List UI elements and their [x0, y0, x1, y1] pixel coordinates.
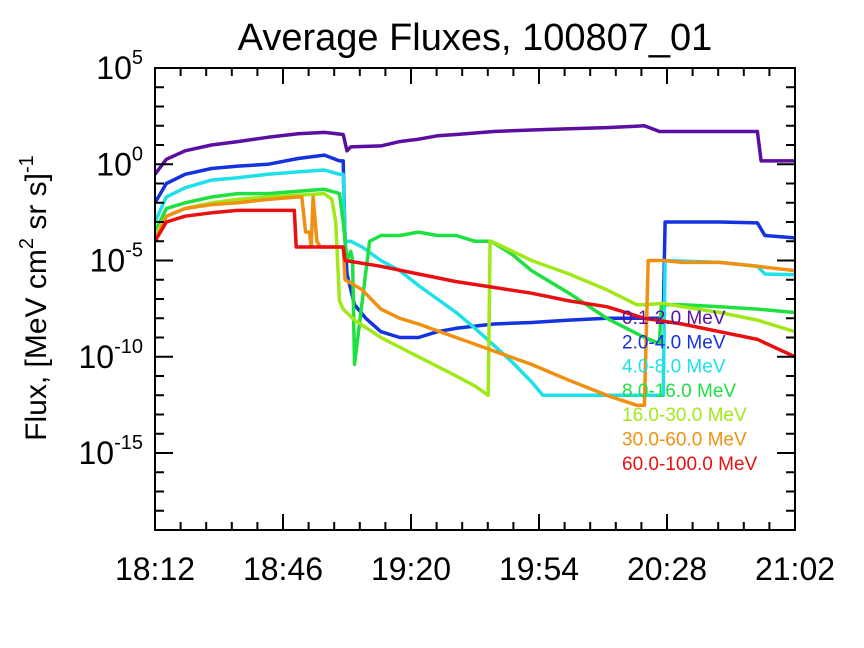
legend-entry-4: 16.0-30.0 MeV: [622, 405, 747, 426]
series-layer: [155, 124, 795, 408]
y-tick-label: 10-15: [79, 432, 144, 471]
legend-entry-6: 60.0-100.0 MeV: [622, 454, 758, 475]
chart-title: Average Fluxes, 100807_01: [238, 17, 713, 59]
ylabel-sup2: -1: [16, 155, 38, 173]
legend: 0.1-2.0 MeV 2.0-4.0 MeV 4.0-8.0 MeV 8.0-16.…: [622, 308, 758, 475]
x-tick-label: 18:12: [115, 551, 195, 587]
series-line-0: [155, 124, 795, 176]
x-tick-label: 19:54: [499, 551, 579, 587]
series-line-3: [155, 187, 795, 367]
axes-layer: 18:12 18:46 19:20 19:54 20:28 21:02 105 100 10-5…: [79, 47, 836, 587]
legend-entry-3: 8.0-16.0 MeV: [622, 381, 736, 402]
legend-entry-1: 2.0-4.0 MeV: [622, 332, 726, 353]
y-tick-label: 105: [96, 47, 143, 86]
x-tick-label: 20:28: [627, 551, 707, 587]
ylabel-mid: sr s]: [20, 173, 53, 238]
y-tick-label: 10-5: [90, 240, 143, 279]
svg-text:Flux, [MeV cm2 sr s]-1: Flux, [MeV cm2 sr s]-1: [16, 155, 53, 441]
legend-entry-2: 4.0-8.0 MeV: [622, 357, 726, 378]
x-tick-label: 18:46: [243, 551, 323, 587]
ylabel-main: Flux, [MeV cm: [20, 249, 53, 441]
series-line-6: [155, 208, 795, 359]
y-tick-label: 100: [96, 143, 143, 182]
series-line-5: [155, 195, 795, 408]
series-line-4: [155, 191, 795, 398]
x-tick-label: 19:20: [371, 551, 451, 587]
x-tick-label: 21:02: [755, 551, 835, 587]
y-tick-label: 10-10: [79, 336, 144, 375]
ylabel-sup1: 2: [16, 238, 38, 249]
legend-entry-5: 30.0-60.0 MeV: [622, 430, 747, 451]
series-line-2: [155, 168, 795, 398]
y-axis-label: Flux, [MeV cm2 sr s]-1: [16, 155, 53, 441]
legend-entry-0: 0.1-2.0 MeV: [622, 308, 726, 329]
